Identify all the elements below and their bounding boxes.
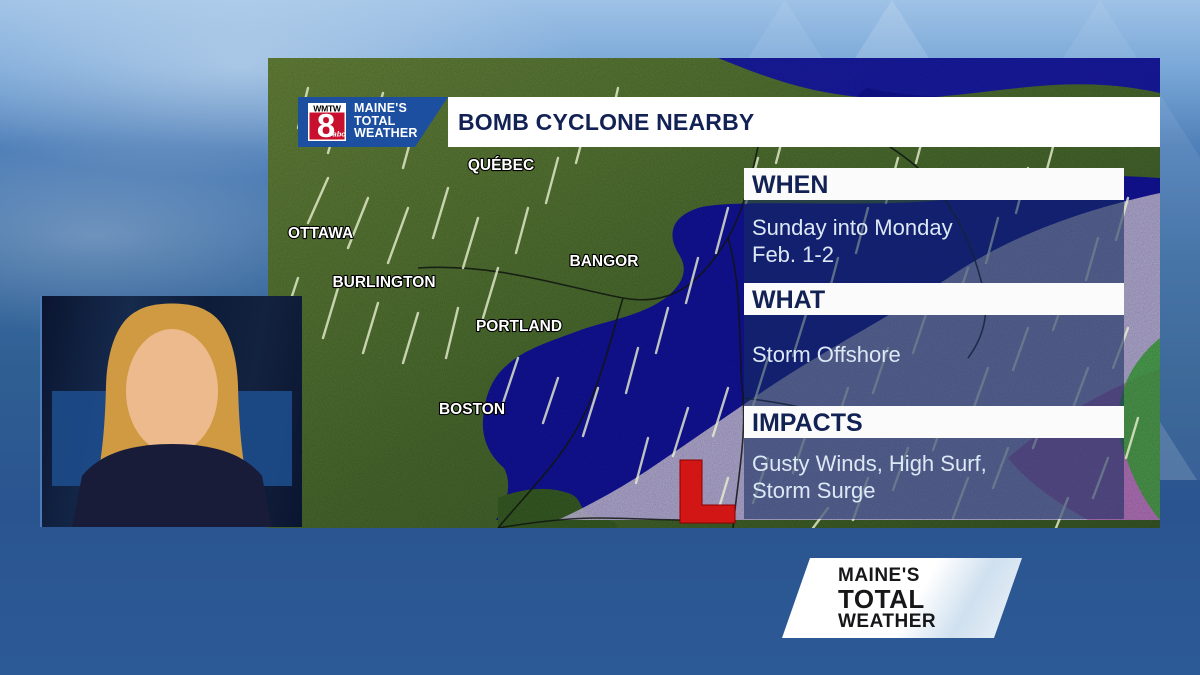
svg-text:PORTLAND: PORTLAND: [476, 318, 562, 335]
svg-text:BOSTON: BOSTON: [439, 401, 505, 418]
svg-text:abc: abc: [333, 130, 346, 139]
svg-text:OTTAWA: OTTAWA: [288, 225, 353, 242]
svg-text:BANGOR: BANGOR: [570, 253, 639, 270]
svg-text:BURLINGTON: BURLINGTON: [332, 274, 435, 291]
svg-text:QUÉBEC: QUÉBEC: [468, 157, 534, 174]
